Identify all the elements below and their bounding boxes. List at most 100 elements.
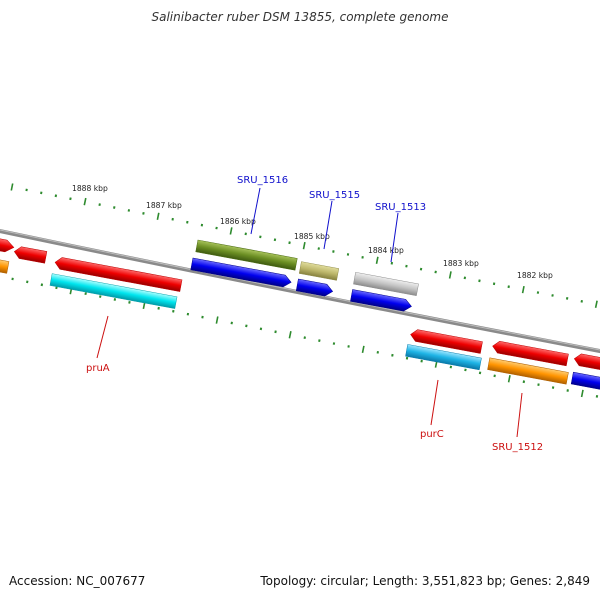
gene-label-sru-1516: SRU_1516 bbox=[237, 175, 288, 186]
upper-ruler-minor-tick bbox=[54, 194, 58, 198]
upper-ruler-minor-tick bbox=[215, 226, 218, 230]
gene-sru-1516[interactable] bbox=[195, 239, 298, 271]
lower-ruler-major-tick bbox=[507, 375, 511, 383]
ruler-label-1886: 1886 kbp bbox=[220, 217, 256, 226]
lower-ruler-major-tick bbox=[288, 331, 292, 339]
upper-ruler-major-tick bbox=[10, 183, 14, 191]
lower-ruler-minor-tick bbox=[40, 283, 44, 287]
lower-ruler-minor-tick bbox=[493, 374, 496, 378]
upper-ruler-major-tick bbox=[302, 241, 306, 250]
lower-ruler-minor-tick bbox=[99, 295, 102, 298]
leader-sru-1515 bbox=[323, 200, 333, 250]
upper-ruler-minor-tick bbox=[419, 267, 423, 271]
upper-ruler-major-tick bbox=[521, 285, 525, 294]
upper-ruler bbox=[10, 183, 598, 308]
gene-right-red[interactable] bbox=[492, 340, 569, 367]
gene-sru-1513[interactable] bbox=[353, 271, 419, 297]
lower-ruler-minor-tick bbox=[157, 306, 160, 310]
upper-ruler-major-tick bbox=[375, 256, 379, 264]
gene-label-sru-1512: SRU_1512 bbox=[492, 442, 543, 453]
ruler-label-1887: 1887 kbp bbox=[146, 201, 182, 210]
leader-sru-1516 bbox=[250, 187, 261, 235]
lower-ruler-minor-tick bbox=[26, 280, 29, 284]
lower-ruler-minor-tick bbox=[303, 336, 306, 340]
ruler-label-1882: 1882 kbp bbox=[517, 271, 553, 280]
leader-sru-1513 bbox=[390, 212, 399, 263]
lower-ruler-minor-tick bbox=[420, 359, 423, 363]
lower-ruler-minor-tick bbox=[522, 380, 526, 384]
upper-ruler-minor-tick bbox=[580, 299, 583, 303]
upper-ruler-minor-tick bbox=[69, 197, 72, 201]
upper-ruler-minor-tick bbox=[478, 279, 481, 283]
upper-ruler-minor-tick bbox=[463, 276, 467, 280]
gene-sru-1515[interactable] bbox=[298, 261, 340, 281]
gene-blue-under-sru-1515[interactable] bbox=[295, 278, 334, 297]
leader-purc bbox=[430, 379, 439, 426]
upper-ruler-major-tick bbox=[229, 227, 233, 235]
upper-ruler-minor-tick bbox=[98, 203, 101, 207]
ruler-label-1884: 1884 kbp bbox=[368, 246, 404, 255]
upper-ruler-major-tick bbox=[448, 271, 452, 279]
gene-left-edge-orange[interactable] bbox=[0, 257, 10, 274]
upper-ruler-major-tick bbox=[156, 212, 160, 220]
gene-purc[interactable] bbox=[405, 344, 482, 371]
gene-right-edge-red[interactable] bbox=[573, 353, 600, 372]
leader-prua bbox=[96, 315, 109, 359]
lower-ruler-minor-tick bbox=[595, 394, 599, 398]
lower-ruler-minor-tick bbox=[55, 286, 58, 290]
gene-left-red-small[interactable] bbox=[13, 246, 48, 264]
topology-text: Topology: circular; Length: 3,551,823 bp… bbox=[260, 574, 590, 588]
upper-ruler-minor-tick bbox=[536, 291, 540, 294]
lower-ruler-minor-tick bbox=[464, 368, 467, 372]
lower-ruler-major-tick bbox=[580, 389, 584, 398]
gene-blue-right-edge[interactable] bbox=[570, 371, 600, 392]
gene-label-prua: pruA bbox=[86, 363, 110, 374]
upper-ruler-minor-tick bbox=[127, 209, 131, 212]
upper-ruler-minor-tick bbox=[405, 264, 408, 268]
map-title: Salinibacter ruber DSM 13855, complete g… bbox=[151, 10, 449, 24]
lower-ruler-minor-tick bbox=[478, 371, 482, 375]
upper-ruler-minor-tick bbox=[288, 241, 291, 245]
gene-prua-neighbor-red[interactable] bbox=[54, 256, 183, 292]
gene-blue-under-sru-1516[interactable] bbox=[190, 257, 292, 288]
upper-ruler-minor-tick bbox=[113, 206, 116, 209]
lower-ruler-minor-tick bbox=[245, 324, 248, 328]
upper-ruler-minor-tick bbox=[434, 270, 437, 274]
upper-ruler-minor-tick bbox=[273, 238, 277, 242]
gene-purc-neighbor-red[interactable] bbox=[410, 329, 483, 354]
genome-backbone bbox=[0, 229, 600, 354]
gene-sru-1512[interactable] bbox=[487, 357, 569, 385]
lower-ruler-minor-tick bbox=[84, 292, 87, 296]
gene-blue-under-sru-1513[interactable] bbox=[350, 289, 412, 312]
gene-label-sru-1515: SRU_1515 bbox=[309, 190, 360, 201]
upper-ruler-minor-tick bbox=[317, 247, 320, 250]
leader-sru-1512 bbox=[516, 392, 523, 438]
upper-ruler-minor-tick bbox=[551, 294, 554, 297]
lower-ruler-minor-tick bbox=[230, 321, 233, 325]
lower-ruler-minor-tick bbox=[259, 327, 263, 331]
upper-ruler-minor-tick bbox=[40, 191, 43, 195]
accession-text: Accession: NC_007677 bbox=[9, 574, 146, 588]
lower-ruler-minor-tick bbox=[318, 339, 321, 343]
upper-ruler-minor-tick bbox=[390, 261, 394, 265]
upper-ruler-minor-tick bbox=[259, 235, 262, 239]
lower-ruler-minor-tick bbox=[449, 365, 453, 369]
lower-ruler-major-tick bbox=[215, 316, 219, 324]
ruler-label-1888: 1888 kbp bbox=[72, 184, 108, 193]
gene-label-purc: purC bbox=[420, 429, 444, 440]
lower-ruler-minor-tick bbox=[405, 356, 409, 360]
lower-ruler-minor-tick bbox=[113, 298, 117, 301]
lower-ruler-minor-tick bbox=[274, 330, 277, 334]
upper-ruler-minor-tick bbox=[142, 211, 145, 215]
genome-backbone-highlight bbox=[0, 229, 600, 351]
lower-ruler-major-tick bbox=[361, 345, 365, 354]
lower-ruler-minor-tick bbox=[332, 342, 336, 345]
ruler-label-1885: 1885 kbp bbox=[294, 232, 330, 241]
gene-label-sru-1513: SRU_1513 bbox=[375, 202, 426, 213]
upper-ruler-major-tick bbox=[83, 197, 87, 206]
upper-ruler-major-tick bbox=[594, 300, 598, 308]
gene-prua[interactable] bbox=[49, 273, 178, 309]
ruler-label-1883: 1883 kbp bbox=[443, 259, 479, 268]
gene-left-edge-red[interactable] bbox=[0, 236, 15, 253]
